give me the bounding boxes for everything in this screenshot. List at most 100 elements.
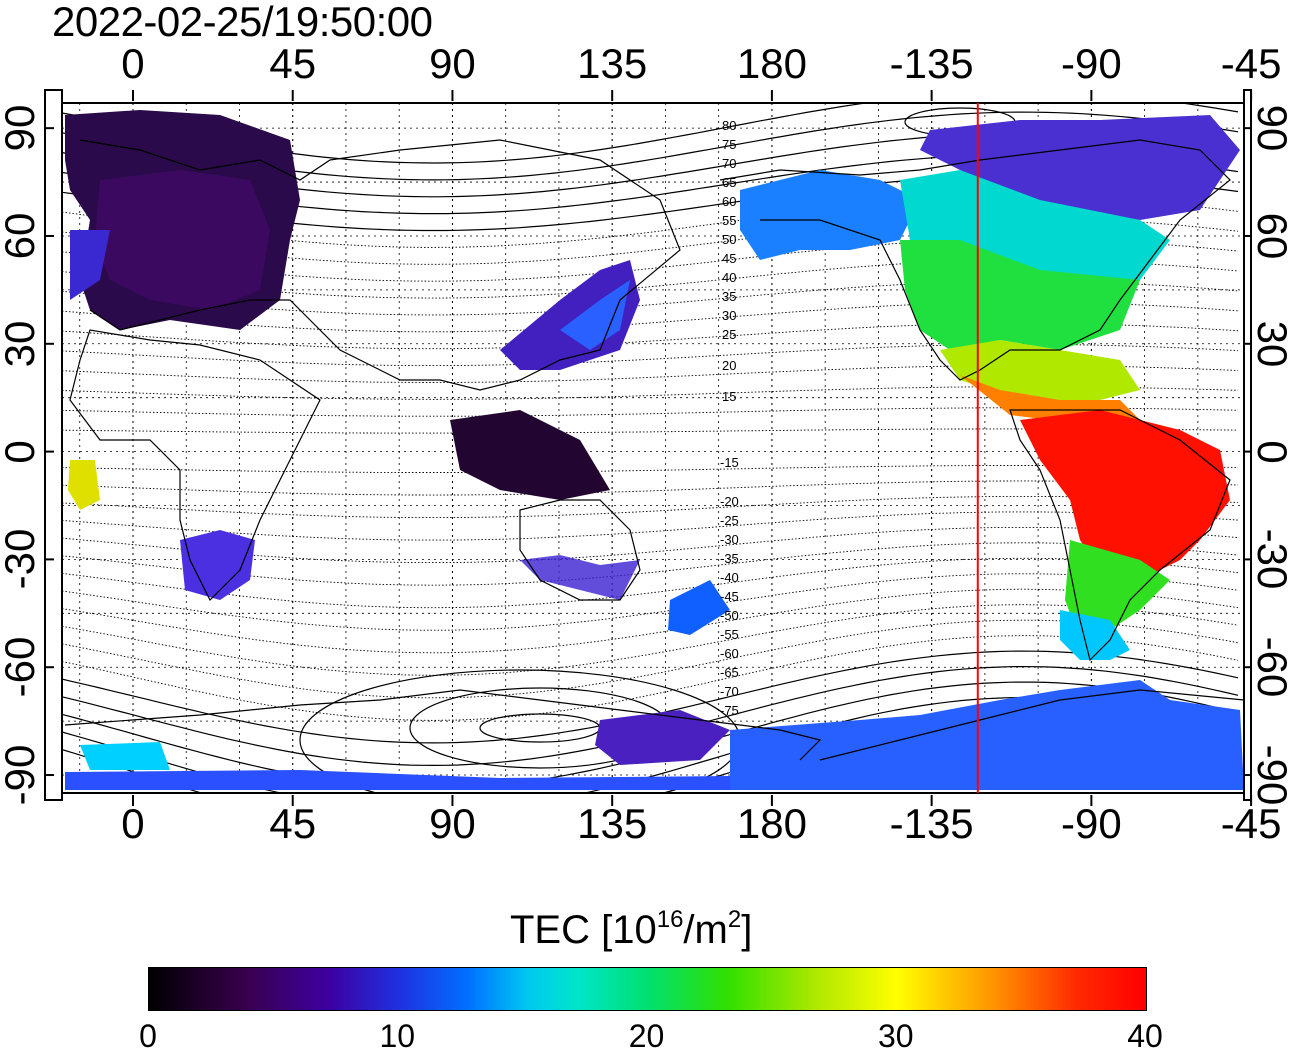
magnetic-contour	[62, 480, 1239, 496]
contour-label: -75	[720, 703, 739, 718]
tec-patch-antarctica-west	[80, 742, 170, 770]
contour-label: 80	[722, 118, 736, 133]
tec-data-patches	[65, 110, 1244, 790]
colorbar-tick-label: 30	[877, 1018, 914, 1054]
tec-patch-south-africa	[180, 530, 255, 600]
right-lat-tick-label: -60	[1249, 636, 1294, 698]
tec-patch-antarctica-east	[730, 680, 1244, 790]
contour-label: 30	[722, 308, 736, 323]
bottom-lon-tick-label: -135	[889, 800, 974, 847]
top-lon-tick-label: -45	[1220, 40, 1282, 87]
tec-patch-west-africa	[68, 460, 100, 510]
left-lat-tick-label: -30	[0, 529, 43, 590]
contour-label: -65	[720, 665, 739, 680]
right-lat-tick-label: 60	[1249, 212, 1294, 260]
bottom-lon-tick-label: 135	[577, 800, 648, 847]
contour-label: 20	[722, 358, 736, 373]
contour-label: -60	[720, 646, 739, 661]
contour-label: -70	[720, 684, 739, 699]
colorbar-title-close: ]	[741, 908, 753, 952]
contour-label: 50	[722, 232, 736, 247]
tec-patch-australia	[520, 555, 640, 600]
tec-patch-new-zealand	[668, 580, 730, 635]
colorbar-title-unit: /m	[683, 908, 728, 952]
magnetic-contour	[62, 511, 1239, 541]
contour-label: -45	[720, 589, 739, 604]
magnetic-contour	[62, 495, 1239, 519]
top-lon-tick-label: 45	[269, 40, 317, 87]
right-lat-tick-label: 30	[1249, 320, 1294, 368]
right-lat-tick-label: 0	[1249, 439, 1294, 464]
contour-label: 40	[722, 270, 736, 285]
tec-patch-europe-blue	[70, 230, 110, 300]
contour-label: -25	[720, 513, 739, 528]
bottom-lon-tick-label: 0	[121, 800, 145, 847]
top-lon-tick-label: 180	[736, 40, 807, 87]
tec-patch-sea	[450, 410, 610, 500]
colorbar-title-exponent: 16	[656, 906, 684, 933]
right-lat-tick-label: -30	[1249, 529, 1294, 590]
tec-patch-mexico	[940, 340, 1140, 400]
bottom-lon-tick-label: 90	[429, 800, 476, 847]
tec-patch-south-america	[1020, 410, 1230, 580]
colorbar-tick-label: 0	[139, 1018, 157, 1054]
tec-patch-alaska	[740, 170, 920, 260]
top-lon-tick-label: 0	[121, 40, 145, 87]
left-lat-tick-label: 90	[0, 104, 43, 152]
colorbar-tick-label: 40	[1127, 1018, 1163, 1054]
tec-patch-antarctica-mid	[595, 710, 730, 765]
coastlines	[64, 139, 1244, 761]
tec-patch-central-america	[960, 375, 1140, 420]
tec-patch-patagonia	[1060, 610, 1130, 660]
colorbar-tick-label: 10	[379, 1018, 416, 1054]
colorbar-tick-label: 20	[628, 1018, 665, 1054]
contour-label: 35	[722, 289, 736, 304]
bottom-lon-tick-label: -45	[1220, 800, 1282, 847]
tec-patch-south-america-south	[1065, 540, 1170, 640]
contour-label: -40	[720, 570, 739, 585]
bottom-lon-tick-label: -90	[1061, 800, 1122, 847]
contour-label: 60	[722, 194, 736, 209]
contour-label: 65	[722, 175, 736, 190]
top-lon-tick-label: 90	[429, 40, 476, 87]
tec-patch-europe-core	[95, 170, 270, 310]
tec-patch-east-asia	[500, 260, 640, 370]
left-lat-tick-label: 60	[0, 212, 43, 260]
bottom-lon-tick-label: 45	[269, 800, 317, 847]
bottom-lon-tick-label: 180	[736, 800, 807, 847]
magnetic-contour	[62, 588, 1239, 654]
colorbar-title: TEC [1016/m2]	[510, 908, 752, 953]
left-lat-tick-label: 0	[0, 439, 43, 464]
contour-label: -50	[720, 608, 739, 623]
colorbar-gradient	[148, 967, 1147, 1011]
timestamp-title: 2022-02-25/19:50:00	[52, 0, 433, 45]
magnetic-contour	[62, 557, 1239, 609]
top-lon-tick-label: -135	[889, 40, 974, 87]
right-lat-tick-label: 90	[1249, 104, 1294, 152]
left-frame-bar	[44, 89, 63, 801]
tec-patch-antarctica-strip	[65, 770, 730, 790]
contour-label: -15	[720, 455, 739, 470]
left-lat-tick-label: 30	[0, 320, 43, 368]
contour-label: 25	[722, 327, 736, 342]
top-lon-tick-label: 135	[577, 40, 648, 87]
tec-patch-canada-north	[920, 115, 1240, 220]
contour-label: -20	[720, 494, 739, 509]
magnetic-contour	[62, 526, 1239, 564]
contour-label: 75	[722, 137, 736, 152]
left-lat-tick-label: -90	[0, 744, 43, 806]
right-lat-tick-label: -90	[1249, 744, 1294, 806]
tec-patch-japan	[560, 280, 630, 350]
magnetic-contour	[62, 301, 1239, 333]
contour-label: 70	[722, 156, 736, 171]
magnetic-contour	[62, 635, 1239, 721]
contour-label: -35	[720, 551, 739, 566]
contour-label: 15	[722, 389, 736, 404]
contour-labels: 80 75 70 65 60 55 50 45 40 35 30 25 20 15 -15 -20 -25 -30…	[720, 118, 739, 718]
colorbar-title-text: TEC [10	[510, 908, 657, 952]
magnetic-contour	[62, 542, 1239, 586]
top-lon-tick-label: -90	[1061, 40, 1122, 87]
contour-label: 55	[722, 213, 736, 228]
